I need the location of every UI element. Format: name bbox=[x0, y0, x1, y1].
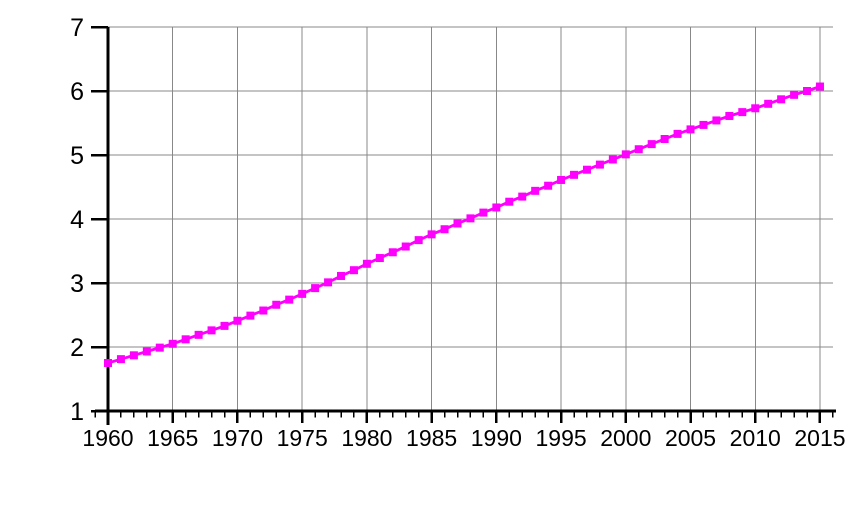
data-point-marker bbox=[155, 343, 164, 352]
data-point-marker bbox=[544, 181, 553, 190]
data-point-marker bbox=[725, 111, 734, 120]
data-point-marker bbox=[582, 165, 591, 174]
data-point-marker bbox=[686, 125, 695, 134]
data-point-marker bbox=[815, 82, 824, 91]
data-point-marker bbox=[129, 351, 138, 360]
data-point-marker bbox=[751, 104, 760, 113]
data-point-marker bbox=[777, 95, 786, 104]
data-point-marker bbox=[142, 347, 151, 356]
x-tick-label: 2015 bbox=[794, 425, 845, 451]
data-point-marker bbox=[207, 326, 216, 335]
data-point-marker bbox=[311, 284, 320, 293]
data-point-marker bbox=[362, 259, 371, 268]
x-tick-label: 1990 bbox=[471, 425, 522, 451]
data-point-marker bbox=[673, 129, 682, 138]
y-tick-label: 1 bbox=[70, 398, 84, 426]
data-point-marker bbox=[116, 355, 125, 364]
y-tick-label: 5 bbox=[70, 142, 84, 170]
data-point-marker bbox=[285, 295, 294, 304]
x-tick-label: 2010 bbox=[730, 425, 781, 451]
data-point-marker bbox=[660, 135, 669, 143]
data-point-marker bbox=[104, 359, 112, 367]
x-tick-label: 1980 bbox=[341, 425, 392, 451]
data-point-marker bbox=[557, 175, 566, 184]
x-tick-label: 1985 bbox=[406, 425, 457, 451]
x-tick-label: 1995 bbox=[535, 425, 586, 451]
y-tick-label: 6 bbox=[70, 78, 84, 106]
data-point-marker bbox=[634, 145, 643, 154]
data-point-marker bbox=[518, 192, 527, 201]
data-point-marker bbox=[401, 242, 410, 251]
y-tick-label: 2 bbox=[70, 334, 84, 362]
x-tick-label: 1975 bbox=[277, 425, 328, 451]
data-point-marker bbox=[712, 116, 721, 125]
data-point-marker bbox=[349, 266, 358, 275]
data-point-marker bbox=[298, 289, 307, 298]
data-point-marker bbox=[492, 203, 501, 212]
data-point-marker bbox=[388, 248, 397, 257]
data-point-marker bbox=[764, 99, 773, 108]
y-tick-label: 4 bbox=[70, 206, 84, 234]
data-point-marker bbox=[414, 236, 423, 245]
data-point-marker bbox=[453, 219, 462, 228]
y-tick-label: 3 bbox=[70, 270, 84, 298]
x-tick-label: 1970 bbox=[212, 425, 263, 451]
data-point-marker bbox=[647, 140, 656, 149]
data-point-marker bbox=[699, 120, 708, 129]
data-point-marker bbox=[375, 254, 384, 263]
data-point-marker bbox=[803, 87, 812, 95]
x-tick-label: 1965 bbox=[147, 425, 198, 451]
data-point-marker bbox=[168, 339, 177, 348]
data-point-marker bbox=[337, 271, 346, 280]
data-point-marker bbox=[233, 316, 242, 325]
data-point-marker bbox=[272, 300, 281, 309]
data-point-marker bbox=[259, 306, 268, 315]
x-tick-label: 2000 bbox=[600, 425, 651, 451]
data-point-marker bbox=[595, 160, 604, 169]
data-point-marker bbox=[440, 225, 449, 234]
data-point-marker bbox=[220, 321, 229, 330]
data-point-marker bbox=[479, 208, 488, 217]
data-point-marker bbox=[181, 335, 190, 344]
data-point-marker bbox=[790, 90, 799, 99]
data-point-marker bbox=[608, 155, 617, 164]
data-point-marker bbox=[505, 197, 514, 206]
x-tick-label: 1960 bbox=[82, 425, 133, 451]
y-tick-label: 7 bbox=[70, 14, 84, 42]
data-point-marker bbox=[621, 150, 630, 159]
data-point-marker bbox=[324, 278, 333, 287]
data-point-marker bbox=[427, 230, 436, 239]
data-point-marker bbox=[570, 170, 579, 179]
data-point-marker bbox=[246, 311, 255, 320]
data-point-marker bbox=[531, 186, 540, 195]
x-tick-label: 2005 bbox=[665, 425, 716, 451]
data-point-marker bbox=[466, 214, 475, 223]
data-point-marker bbox=[194, 330, 203, 339]
data-point-marker bbox=[738, 108, 747, 117]
